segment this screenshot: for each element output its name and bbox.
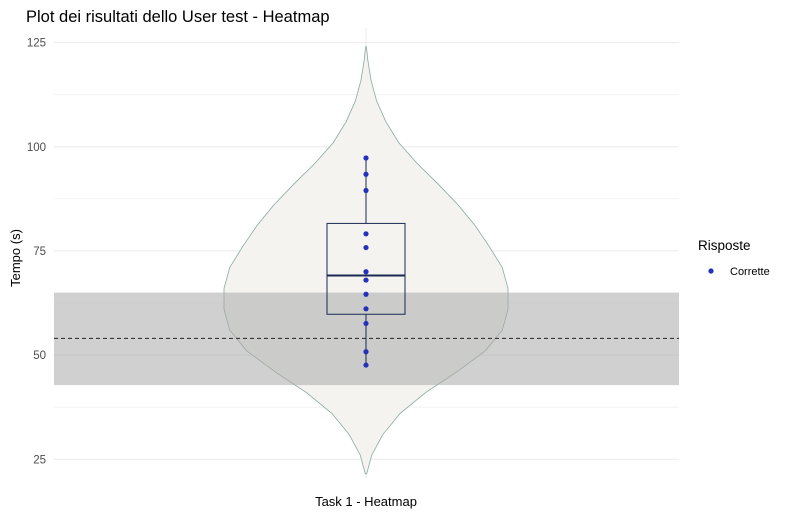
violin-layer xyxy=(223,46,509,475)
data-point xyxy=(363,291,369,297)
box xyxy=(326,222,406,315)
x-tick-label: Task 1 - Heatmap xyxy=(315,494,417,509)
data-point xyxy=(363,155,369,161)
data-point xyxy=(363,231,369,237)
x-tick-labels: Task 1 - Heatmap xyxy=(315,494,417,509)
data-point xyxy=(363,320,369,327)
data-point xyxy=(363,277,369,283)
data-point xyxy=(363,244,369,251)
legend-key xyxy=(708,268,714,274)
data-point xyxy=(363,306,369,312)
points-layer xyxy=(363,155,369,368)
y-tick-label: 50 xyxy=(33,350,46,362)
violin-shape xyxy=(223,46,509,475)
data-point xyxy=(363,362,369,368)
legend-title: Risposte xyxy=(698,238,751,253)
y-tick-label: 25 xyxy=(33,454,46,466)
y-tick-label: 100 xyxy=(27,142,46,154)
data-point xyxy=(363,269,369,275)
legend-label: Corrette xyxy=(730,266,770,278)
data-point xyxy=(363,349,369,355)
data-point xyxy=(363,171,369,177)
y-tick-label: 125 xyxy=(27,38,46,50)
y-tick-labels: 25 50 75 100 125 xyxy=(27,38,46,467)
y-tick-label: 75 xyxy=(33,246,46,258)
legend-entries: Corrette xyxy=(708,266,770,278)
y-axis-title: Tempo (s) xyxy=(8,229,23,287)
chart-title: Plot dei risultati dello User test - Hea… xyxy=(26,8,330,26)
data-point xyxy=(363,187,369,194)
legend: Risposte Corrette xyxy=(698,238,770,278)
